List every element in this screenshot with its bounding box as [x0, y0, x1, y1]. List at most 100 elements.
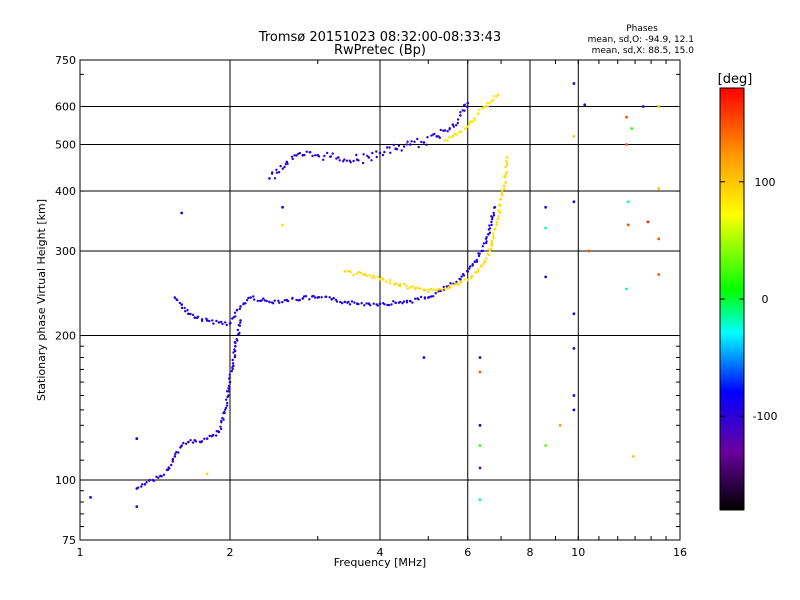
- trace-point: [239, 319, 242, 322]
- trace-point: [286, 299, 290, 303]
- trace-point: [238, 331, 241, 335]
- trace-point: [394, 301, 397, 305]
- scatter-point: [89, 496, 92, 499]
- trace-point: [337, 156, 340, 159]
- trace-point: [369, 304, 372, 307]
- trace-point: [227, 384, 231, 388]
- trace-point: [376, 275, 379, 278]
- trace-point: [208, 319, 211, 323]
- trace-point: [385, 146, 389, 149]
- trace-point: [477, 108, 481, 112]
- trace-point: [505, 156, 509, 159]
- scatter-point: [657, 237, 661, 241]
- trace-point: [180, 303, 184, 306]
- trace-point: [177, 451, 180, 454]
- trace-point: [477, 268, 480, 271]
- trace-point: [500, 191, 504, 194]
- trace-point: [383, 150, 386, 154]
- trace-point: [298, 151, 302, 155]
- trace-point: [506, 162, 509, 165]
- trace-point: [438, 288, 441, 291]
- trace-point: [490, 242, 494, 245]
- trace-point: [330, 297, 334, 301]
- scatter-point: [630, 127, 634, 130]
- trace-point: [229, 321, 232, 325]
- trace-point: [385, 280, 388, 283]
- trace-point: [466, 101, 470, 105]
- x-tick-label: 4: [377, 546, 384, 559]
- trace-point: [228, 380, 232, 384]
- trace-point: [449, 286, 452, 289]
- x-tick-label: 6: [464, 546, 471, 559]
- trace-point: [145, 481, 148, 484]
- trace-point: [473, 260, 477, 264]
- trace-point: [335, 157, 338, 160]
- trace-point: [403, 282, 406, 286]
- trace-point: [361, 161, 365, 165]
- trace-point: [496, 93, 500, 96]
- trace-point: [487, 248, 491, 251]
- trace-point: [141, 483, 144, 486]
- trace-point: [245, 299, 249, 302]
- trace-point: [495, 220, 498, 224]
- trace-point: [268, 300, 271, 304]
- trace-point: [462, 274, 466, 277]
- trace-point: [499, 198, 503, 201]
- trace-point: [256, 299, 259, 303]
- trace-point: [443, 139, 447, 142]
- trace-point: [457, 283, 460, 286]
- trace-point: [382, 278, 385, 281]
- trace-point: [355, 272, 359, 275]
- trace-point: [221, 416, 224, 420]
- trace-point: [275, 171, 279, 174]
- trace-point: [332, 296, 335, 300]
- trace-point: [471, 263, 474, 266]
- scatter-point: [544, 205, 548, 209]
- trace-point: [225, 398, 228, 401]
- trace-point: [281, 167, 284, 170]
- trace-point: [448, 127, 451, 130]
- trace-point: [460, 275, 463, 278]
- trace-point: [459, 114, 462, 117]
- trace-point: [239, 305, 242, 308]
- trace-point: [178, 301, 182, 305]
- trace-point: [378, 151, 382, 155]
- trace-point: [448, 135, 451, 139]
- trace-point: [492, 232, 495, 235]
- trace-point: [477, 270, 480, 273]
- trace-point: [234, 315, 237, 318]
- trace-point: [492, 235, 495, 238]
- trace-point: [470, 274, 474, 278]
- scatter-point: [135, 505, 139, 509]
- trace-point: [301, 297, 305, 300]
- trace-point: [224, 321, 227, 324]
- scatter-point: [572, 408, 576, 412]
- trace-point: [439, 128, 442, 132]
- trace-point: [334, 298, 338, 301]
- trace-point: [205, 319, 209, 322]
- trace-point: [502, 184, 506, 188]
- trace-point: [468, 267, 471, 270]
- trace-point: [371, 151, 374, 155]
- trace-point: [291, 296, 294, 300]
- trace-point: [456, 121, 459, 125]
- trace-point: [311, 154, 314, 158]
- trace-point: [383, 303, 386, 306]
- trace-point: [349, 161, 352, 164]
- trace-point: [224, 406, 228, 410]
- scatter-point: [478, 370, 482, 374]
- trace-point: [228, 373, 231, 376]
- trace-point: [406, 287, 409, 290]
- trace-point: [501, 189, 504, 192]
- trace-point: [143, 482, 147, 486]
- trace-point: [350, 300, 354, 303]
- trace-point: [317, 155, 321, 158]
- trace-point: [487, 253, 491, 257]
- trace-point: [220, 419, 223, 423]
- y-tick-label: 300: [55, 245, 76, 258]
- trace-point: [303, 153, 306, 157]
- trace-point: [497, 215, 500, 218]
- x-tick-label: 8: [527, 546, 534, 559]
- trace-point: [452, 134, 455, 138]
